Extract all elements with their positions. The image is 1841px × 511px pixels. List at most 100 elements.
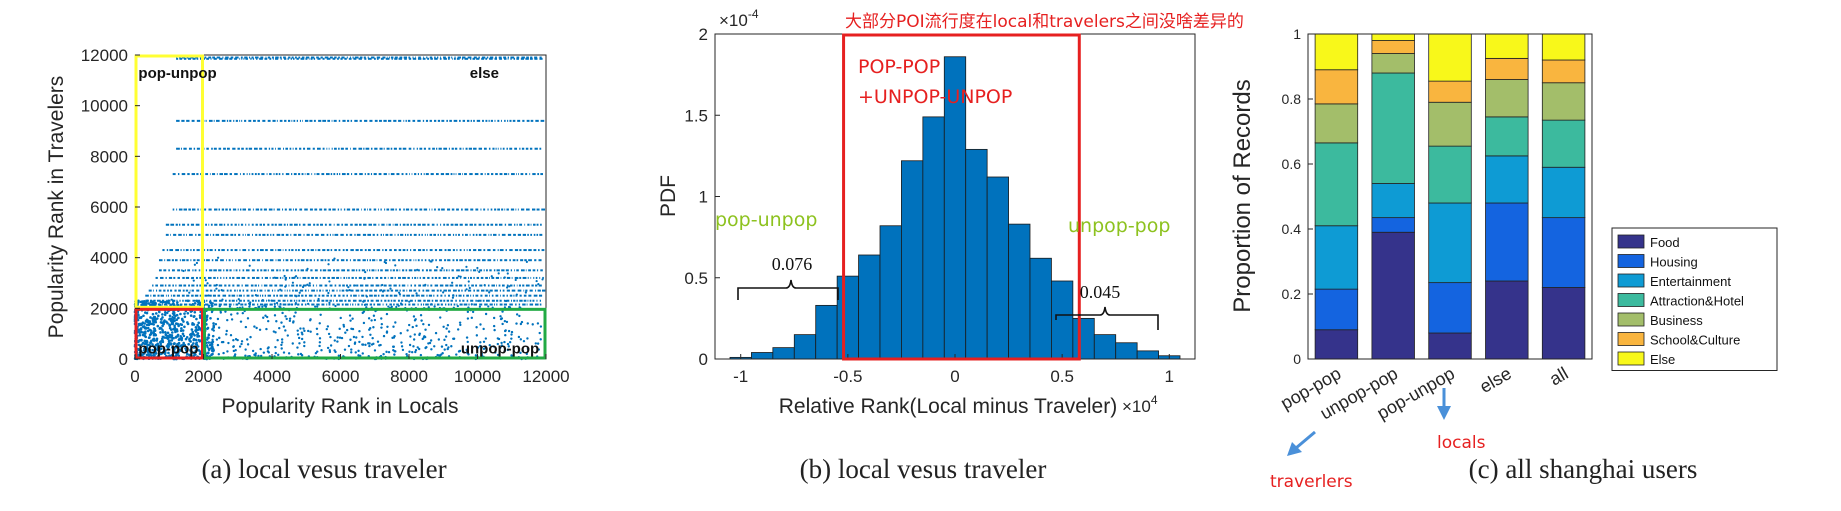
scatter-band-segment xyxy=(166,259,171,262)
scatter-band-segment xyxy=(399,223,401,226)
scatter-band-segment xyxy=(275,259,277,262)
scatter-band-segment xyxy=(336,173,339,176)
scatter-point xyxy=(148,353,152,356)
scatter-band-segment xyxy=(463,303,468,306)
scatter-band-segment xyxy=(409,289,413,292)
scatter-band-segment xyxy=(539,147,542,150)
scatter-point xyxy=(188,291,191,294)
scatter-band-segment xyxy=(212,173,216,176)
scatter-band-segment xyxy=(412,303,416,306)
scatter-band-segment xyxy=(388,173,390,176)
scatter-band-segment xyxy=(506,299,510,302)
scatter-band-segment xyxy=(499,303,503,306)
scatter-band-segment xyxy=(172,208,175,211)
scatter-band-segment xyxy=(325,299,329,302)
scatter-band-segment xyxy=(455,233,457,236)
scatter-band-segment xyxy=(258,233,261,236)
scatter-band-segment xyxy=(428,147,431,150)
scatter-band-segment xyxy=(331,147,333,150)
scatter-band-segment xyxy=(200,57,202,60)
x-tick-label: 8000 xyxy=(390,367,428,386)
scatter-band-segment xyxy=(269,259,274,262)
scatter-band-segment xyxy=(390,269,392,272)
scatter-band-segment xyxy=(523,299,527,302)
scatter-band-segment xyxy=(405,269,408,272)
scatter-point xyxy=(189,336,193,339)
scatter-band-segment xyxy=(291,249,294,252)
scatter-band-segment xyxy=(419,147,423,150)
scatter-band-segment xyxy=(359,223,362,226)
scatter-band-segment xyxy=(479,284,483,287)
scatter-band-segment xyxy=(497,119,500,122)
scatter-band-segment xyxy=(291,276,295,279)
scatter-band-segment xyxy=(445,269,448,272)
scatter-band-segment xyxy=(522,119,525,122)
scatter-band-segment xyxy=(464,289,467,292)
scatter-band-segment xyxy=(447,208,451,211)
scatter-band-segment xyxy=(433,119,437,122)
scatter-band-segment xyxy=(225,56,229,59)
scatter-band-segment xyxy=(293,299,296,302)
scatter-band-segment xyxy=(462,119,466,122)
scatter-band-segment xyxy=(233,119,235,122)
scatter-band-segment xyxy=(183,303,188,306)
scatter-band-segment xyxy=(407,276,410,279)
scatter-band-segment xyxy=(339,299,343,302)
scatter-band-segment xyxy=(383,233,384,236)
scatter-band-segment xyxy=(188,147,192,150)
scatter-band-segment xyxy=(163,303,168,306)
scatter-band-segment xyxy=(295,147,298,150)
scatter-point xyxy=(316,332,319,336)
scatter-band-segment xyxy=(179,259,181,262)
scatter-band-segment xyxy=(290,269,293,272)
scatter-point xyxy=(160,327,163,330)
scatter-point xyxy=(503,349,507,352)
scatter-band-segment xyxy=(440,303,443,306)
scatter-band-segment xyxy=(414,208,418,211)
scatter-band-segment xyxy=(348,57,352,60)
scatter-band-segment xyxy=(240,56,243,59)
scatter-point xyxy=(385,312,389,316)
scatter-band-segment xyxy=(534,56,538,59)
scatter-band-segment xyxy=(386,289,390,292)
scatter-band-segment xyxy=(279,119,283,122)
scatter-band-segment xyxy=(456,259,459,262)
scatter-band-segment xyxy=(192,249,195,252)
scatter-point xyxy=(138,333,142,337)
scatter-band-segment xyxy=(389,259,391,262)
scatter-band-segment xyxy=(269,173,272,176)
scatter-band-segment xyxy=(504,223,507,226)
scatter-band-segment xyxy=(528,269,531,272)
scatter-band-segment xyxy=(183,147,187,150)
scatter-band-segment xyxy=(441,119,445,122)
scatter-point xyxy=(288,317,292,320)
scatter-band-segment xyxy=(413,223,416,226)
scatter-band-segment xyxy=(257,299,260,302)
scatter-band-segment xyxy=(417,259,420,262)
scatter-band-segment xyxy=(407,119,411,122)
scatter-point xyxy=(171,346,174,349)
scatter-band-segment xyxy=(447,233,451,236)
scatter-band-segment xyxy=(260,56,264,59)
scatter-band-segment xyxy=(503,299,506,302)
scatter-band-segment xyxy=(338,119,341,122)
scatter-point xyxy=(138,331,142,335)
scatter-band-segment xyxy=(513,299,516,302)
scatter-band-segment xyxy=(275,276,279,279)
scatter-band-segment xyxy=(534,147,538,150)
scatter-point xyxy=(232,339,235,342)
scatter-band-segment xyxy=(279,284,283,287)
y-tick-label: 1 xyxy=(699,188,708,207)
scatter-band-segment xyxy=(396,269,399,272)
scatter-band-segment xyxy=(259,289,263,292)
scatter-band-segment xyxy=(173,233,177,236)
scatter-band-segment xyxy=(531,284,534,287)
scatter-point xyxy=(507,305,511,309)
scatter-point xyxy=(519,322,523,326)
scatter-band-segment xyxy=(489,289,493,292)
scatter-band-segment xyxy=(540,119,545,122)
scatter-point xyxy=(255,326,258,330)
scatter-point xyxy=(151,317,154,320)
scatter-point xyxy=(371,336,374,340)
scatter-point xyxy=(436,353,439,357)
